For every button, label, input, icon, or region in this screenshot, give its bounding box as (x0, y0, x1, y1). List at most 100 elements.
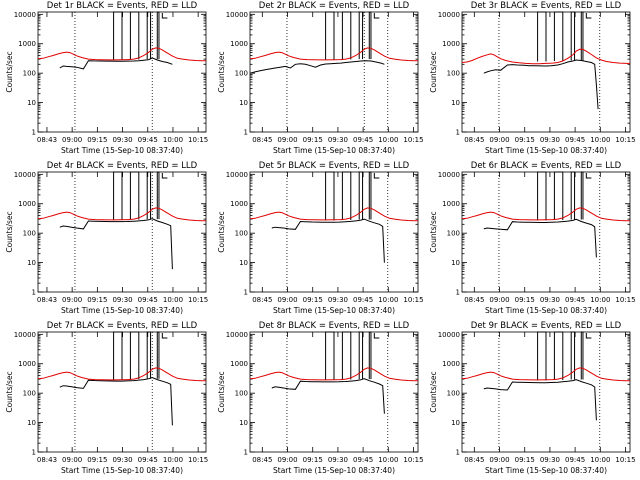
event-spike (341, 331, 352, 380)
panel-title: Det 9r BLACK = Events, RED = LLD (471, 321, 622, 331)
panel-title: Det 2r BLACK = Events, RED = LLD (259, 1, 410, 11)
event-spike-tail (161, 13, 168, 19)
x-tick-label: 10:15 (615, 456, 635, 464)
y-tick-label: 1000 (442, 360, 460, 368)
x-tick-label: 08:43 (37, 136, 57, 144)
x-tick-label: 10:00 (590, 136, 610, 144)
y-tick-label: 10000 (226, 331, 248, 339)
x-tick-label: 09:00 (489, 296, 509, 304)
y-tick-label: 1 (244, 289, 248, 297)
panel-det-4: Det 4r BLACK = Events, RED = LLD 1 10 100 10… (5, 161, 208, 315)
event-spike (580, 11, 584, 61)
panel-title: Det 7r BLACK = Events, RED = LLD (47, 321, 198, 331)
x-tick-label: 09:45 (565, 136, 585, 144)
y-tick-label: 10 (27, 99, 36, 107)
y-tick-label: 100 (23, 390, 36, 398)
panel-title: Det 5r BLACK = Events, RED = LLD (259, 161, 410, 171)
x-tick-label: 10:00 (163, 136, 183, 144)
y-tick-label: 1000 (230, 200, 248, 208)
y-tick-label: 10 (239, 99, 248, 107)
event-spike-tail (585, 173, 592, 179)
y-tick-label: 100 (23, 70, 36, 78)
y-tick-label: 10 (451, 259, 460, 267)
y-tick-label: 10000 (14, 171, 36, 179)
event-spike (325, 331, 335, 381)
event-spike (553, 11, 564, 61)
y-tick-label: 10 (451, 99, 460, 107)
x-tick-label: 09:30 (540, 296, 560, 304)
y-tick-label: 1000 (442, 40, 460, 48)
y-tick-label: 1000 (442, 200, 460, 208)
event-spike-tail (373, 173, 380, 179)
x-tick-label: 10:00 (590, 296, 610, 304)
event-spike (368, 331, 372, 380)
series-lld (461, 207, 630, 222)
y-tick-label: 10 (27, 259, 36, 267)
y-tick-label: 1000 (18, 40, 36, 48)
x-tick-label: 09:00 (277, 296, 297, 304)
x-tick-label: 08:45 (464, 296, 484, 304)
y-tick-label: 100 (235, 390, 248, 398)
series-events (59, 376, 173, 426)
x-tick-label: 09:30 (540, 456, 560, 464)
x-axis-label: Start Time (15-Sep-10 08:37:40) (61, 466, 183, 475)
y-axis-label: Counts/sec (217, 211, 226, 252)
x-tick-label: 09:15 (87, 296, 107, 304)
y-tick-label: 1 (32, 129, 36, 137)
x-tick-label: 09:15 (303, 296, 323, 304)
x-axis-label: Start Time (15-Sep-10 08:37:40) (485, 306, 607, 315)
x-tick-label: 09:30 (112, 296, 132, 304)
event-spike (341, 171, 352, 221)
x-tick-label: 09:15 (303, 456, 323, 464)
event-spike (358, 171, 364, 220)
event-spike-tail (161, 333, 168, 339)
series-events (59, 218, 173, 270)
x-tick-label: 08:43 (37, 456, 57, 464)
y-tick-label: 1 (244, 449, 248, 457)
panel-det-8: Det 8r BLACK = Events, RED = LLD 1 10 100 10… (217, 321, 424, 475)
y-tick-label: 10 (451, 419, 460, 427)
panel-title: Det 1r BLACK = Events, RED = LLD (47, 1, 198, 11)
x-tick-label: 08:45 (252, 456, 272, 464)
panel-det-6: Det 6r BLACK = Events, RED = LLD 1 10 100 10… (429, 161, 636, 315)
y-tick-label: 1 (456, 449, 460, 457)
x-tick-label: 09:30 (540, 136, 560, 144)
x-tick-label: 08:45 (252, 296, 272, 304)
event-spike (341, 11, 352, 60)
event-spike (325, 171, 335, 221)
x-tick-label: 09:45 (353, 296, 373, 304)
x-tick-label: 10:00 (163, 296, 183, 304)
y-tick-label: 10000 (14, 331, 36, 339)
event-spike-tail (161, 173, 168, 179)
series-events (483, 218, 597, 258)
y-axis-label: Counts/sec (5, 51, 14, 92)
y-tick-label: 100 (447, 70, 460, 78)
x-tick-label: 09:00 (489, 136, 509, 144)
panel-title: Det 8r BLACK = Events, RED = LLD (259, 321, 410, 331)
series-lld (37, 47, 206, 62)
x-tick-label: 10:15 (403, 296, 423, 304)
series-events (271, 218, 385, 263)
event-spike (570, 331, 576, 380)
x-tick-label: 10:00 (378, 456, 398, 464)
panel-title: Det 4r BLACK = Events, RED = LLD (47, 161, 198, 171)
x-tick-label: 09:00 (277, 136, 297, 144)
x-tick-label: 10:15 (403, 456, 423, 464)
y-tick-label: 1 (456, 289, 460, 297)
event-spike (156, 11, 160, 60)
y-axis-label: Counts/sec (429, 371, 438, 412)
y-tick-label: 10000 (438, 331, 460, 339)
series-events (483, 59, 599, 110)
x-axis-label: Start Time (15-Sep-10 08:37:40) (485, 146, 607, 155)
event-spike (368, 171, 372, 220)
event-spike (570, 171, 576, 220)
event-spike (129, 331, 140, 380)
x-tick-label: 09:00 (489, 456, 509, 464)
x-axis-label: Start Time (15-Sep-10 08:37:40) (485, 466, 607, 475)
x-tick-label: 09:45 (138, 296, 158, 304)
series-lld (461, 48, 630, 65)
x-tick-label: 09:45 (138, 456, 158, 464)
x-tick-label: 09:00 (62, 456, 82, 464)
x-tick-label: 09:45 (565, 456, 585, 464)
